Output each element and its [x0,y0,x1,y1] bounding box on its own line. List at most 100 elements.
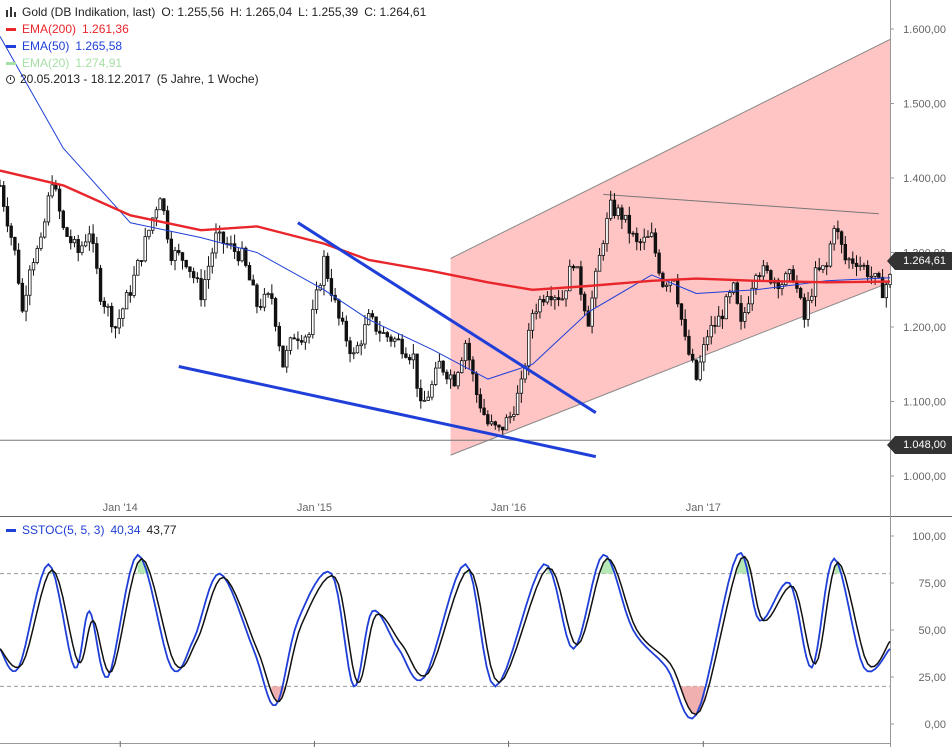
candle-body [821,265,825,270]
candle-body [389,336,393,342]
candle-body [705,336,710,346]
candle-body [441,360,445,373]
candle-body [411,353,416,361]
candle-body [612,199,617,217]
close-value: C: 1.264,61 [364,5,427,19]
candle-body [880,276,885,299]
candle-body [329,278,334,296]
candle-body [173,250,177,261]
candle-body [13,236,17,251]
candle-body [65,227,69,237]
candle-body [110,305,114,328]
candle-body [519,378,524,394]
candle-body [218,231,222,234]
candle-body [46,195,51,223]
candle-body [649,232,654,237]
candle-body [285,349,289,368]
candle-body [266,293,270,296]
candle-body [728,292,732,298]
candle-body [717,315,721,327]
candle-body [597,254,602,272]
candle-body [467,342,471,361]
candle-body [534,311,538,314]
candle-body [702,344,706,363]
candle-body [579,266,583,295]
candle-body [810,295,814,301]
time-tick-label: Jan '15 [297,502,332,514]
candle-body [20,282,25,312]
ema200-swatch [6,27,16,31]
high-value: H: 1.265,04 [230,5,293,19]
candle-body [188,266,192,272]
ema50-value: 1.265,58 [75,39,123,53]
candle-body [784,273,788,286]
candle-body [206,265,211,280]
channel-lower-line [450,281,891,456]
candle-body [240,247,244,262]
candle-body [627,214,632,234]
time-tick-label: Jan '17 [686,502,721,514]
candle-body [28,269,32,296]
candle-body [817,267,821,270]
period-legend: 20.05.2013 - 18.12.2017 (5 Jahre, 1 Woch… [6,72,259,86]
ohlc-legend: Gold (DB Indikation, last) O: 1.255,56 H… [6,5,426,19]
legend-ema20[interactable]: EMA(20) 1.274,91 [6,56,122,70]
candle-body [24,294,28,312]
candle-body [147,229,151,238]
candle-body [355,345,360,354]
candle-body [258,306,263,308]
candle-body [527,329,531,367]
legend-ema200[interactable]: EMA(200) 1.261,36 [6,22,129,36]
candle-body [568,265,572,292]
candle-body [828,243,833,267]
candle-body [165,210,170,240]
candle-body [433,367,438,385]
candle-body [761,265,766,277]
candle-body [247,265,252,281]
candle-body [508,416,512,419]
candle-body [683,318,687,337]
candle-body [400,338,404,355]
candle-body [884,284,888,299]
candle-body [117,318,121,329]
ema20-value: 1.274,91 [75,56,123,70]
candle-body [687,335,691,355]
stoch-legend[interactable]: SSTOC(5, 5, 3) 40,34 43,77 [6,523,177,537]
stoch-tick-label: 50,00 [918,625,946,637]
candle-body [501,426,505,431]
ema50-line [0,36,891,380]
candle-body [322,255,326,286]
candle-body [541,299,546,303]
candle-body [9,225,13,238]
ema200-label: EMA(200) [22,22,77,36]
candle-body [858,264,862,267]
price-tick-label: 1.400,00 [903,173,946,185]
candle-body [515,392,520,415]
candle-body [244,247,248,266]
ema200-line [0,169,891,291]
legend-ema50[interactable]: EMA(50) 1.265,58 [6,39,122,53]
candle-body [657,252,661,274]
low-value: L: 1.255,39 [298,5,359,19]
clock-icon [6,74,15,84]
candle-body [586,310,591,327]
ema200-value: 1.261,36 [82,22,129,36]
stoch-tick-label: 25,00 [918,672,946,684]
candle-body [407,357,412,361]
instrument-name: Gold (DB Indikation, last) [22,5,156,19]
stoch-label: SSTOC(5, 5, 3) [22,523,105,537]
trend-channel-fill [450,39,890,456]
stoch-k-line [0,551,891,720]
candle-body [57,188,62,212]
candle-body [229,243,233,246]
candle-body [571,265,576,269]
ema20-swatch [6,61,16,65]
candle-body [299,340,304,343]
candle-body [381,332,386,334]
candle-body [262,293,267,308]
candle-body [791,269,795,283]
candle-body [303,336,308,343]
candle-body [83,241,88,247]
candle-body [136,260,140,276]
